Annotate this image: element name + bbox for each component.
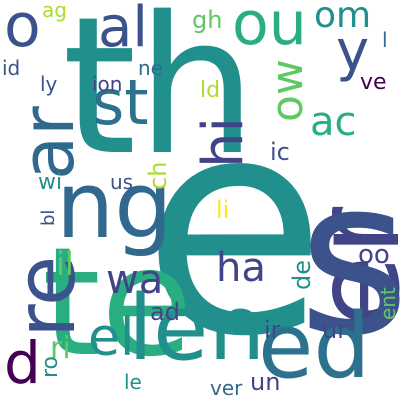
word-ow: ow — [262, 59, 313, 122]
word-ion: ion — [92, 72, 123, 96]
word-hi: hi — [191, 116, 256, 168]
word-o: o — [4, 0, 41, 61]
word-ha: ha — [216, 245, 266, 291]
word-ou: ou — [232, 0, 307, 59]
word-wa: wa — [106, 257, 164, 303]
word-te: te — [42, 216, 194, 390]
word-il: il — [56, 245, 74, 283]
word-bl: bl — [38, 209, 59, 226]
word-le: le — [124, 370, 142, 394]
word-ve: ve — [360, 70, 387, 95]
word-ic: ic — [270, 138, 290, 166]
word-ac: ac — [310, 99, 357, 145]
word-ver: ver — [210, 376, 243, 400]
word-ng: ng — [56, 152, 173, 259]
word-len: len — [128, 276, 266, 381]
word-ent: ent — [376, 287, 400, 320]
word-gh: gh — [192, 6, 223, 34]
word-ro: ro — [38, 355, 63, 378]
word-oo: oo — [358, 240, 390, 270]
word-wi: wi — [38, 170, 63, 195]
word-li: li — [216, 196, 230, 224]
word-y: y — [336, 19, 370, 84]
word-d: d — [4, 329, 41, 397]
word-ch: ch — [144, 161, 172, 190]
word-ad: ad — [150, 298, 180, 326]
word-ur: ur — [322, 316, 348, 344]
word-de: de — [288, 260, 316, 290]
word-e: e — [142, 53, 327, 400]
word-al: al — [98, 0, 148, 60]
word-ne: ne — [138, 56, 163, 80]
word-ri: ri — [50, 331, 71, 366]
word-th: th — [62, 0, 257, 197]
word-ag: ag — [42, 0, 67, 22]
word-ld: ld — [200, 78, 221, 103]
word-ed: ed — [258, 294, 371, 399]
word-ly: ly — [40, 72, 58, 96]
word-l: l — [382, 28, 388, 52]
word-ar: ar — [6, 106, 90, 180]
word-om: om — [314, 0, 372, 36]
word-s: s — [298, 132, 400, 383]
word-id: id — [2, 56, 21, 80]
word-el: el — [88, 308, 135, 368]
word-st: st — [92, 66, 149, 139]
word-re: re — [0, 255, 94, 338]
word-ir: ir — [264, 316, 281, 344]
word-un: un — [250, 368, 281, 396]
word-us: us — [110, 170, 134, 194]
